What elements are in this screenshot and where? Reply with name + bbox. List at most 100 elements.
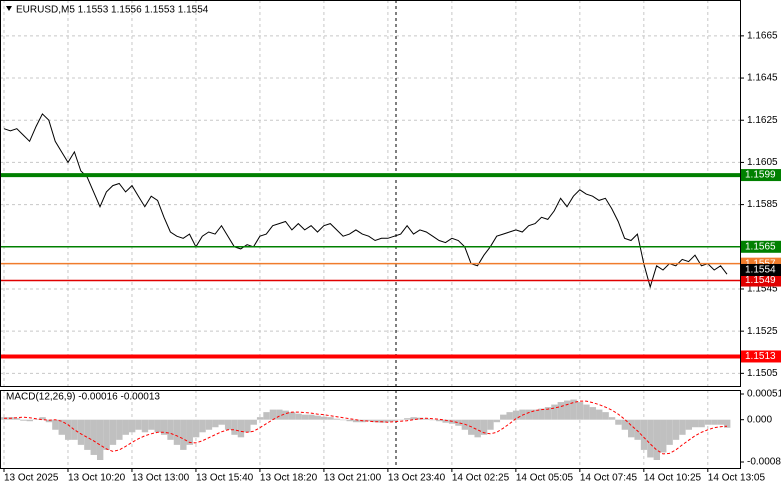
macd-bar [615,419,622,425]
x-tick-label: 14 Oct 02:25 [452,473,510,484]
macd-bar [544,407,552,420]
x-tick-label: 13 Oct 2025 [4,473,59,484]
x-tick-label: 14 Oct 10:25 [644,473,702,484]
macd-bar [660,419,667,453]
macd-bar [160,419,168,435]
macd-bar [653,419,661,460]
level-label-box [741,350,781,363]
macd-bar [212,419,219,428]
macd-bar [13,418,21,420]
macd-bar [378,419,385,423]
macd-bar [525,409,533,420]
price-line [3,113,728,289]
x-tick-label: 13 Oct 21:00 [324,473,382,484]
macd-bar [346,419,353,422]
x-tick-label: 14 Oct 07:45 [580,473,638,484]
macd-bar [231,419,238,435]
grid-layer [0,0,740,468]
macd-bar [340,419,347,421]
level-label: 1.1565 [745,241,776,252]
x-tick-label: 13 Oct 13:00 [132,473,190,484]
current-price-box [741,263,781,276]
macd-bar [84,419,91,450]
macd-bar [391,419,398,422]
macd-bar [711,419,718,425]
macd-bar [71,419,78,440]
macd-bar [410,417,417,420]
macd-bar [327,417,334,420]
macd-bar [404,418,411,420]
macd-bar [352,419,360,423]
macd-bar [596,409,603,420]
macd-bar [45,419,53,423]
macd-bar [135,419,142,430]
macd-bar [269,409,277,420]
macd-bar [276,409,283,420]
macd-bar [148,419,155,430]
macd-bar [333,418,341,420]
macd-bar [589,407,597,420]
macd-bar [128,419,136,433]
macd-bar [116,419,123,440]
macd-bar [500,414,507,420]
level-label: 1.1513 [745,351,776,362]
macd-bar [64,419,72,440]
y-tick-label: 1.1585 [747,199,778,210]
macd-bar [90,419,97,455]
macd-bar [20,419,27,421]
y-tick-label: 0.000 [747,414,772,425]
macd-bar [557,402,565,420]
macd-bar [186,419,193,445]
macd-bar [493,419,501,423]
x-tick-label: 13 Oct 23:40 [388,473,446,484]
macd-bar [608,417,616,420]
macd-bar [173,419,181,445]
current-price-label: 1.1554 [745,265,776,276]
macd-bar [154,419,161,433]
macd-bar [679,419,686,435]
macd-bar [141,419,149,433]
y-tick-label: 0.00051 [747,389,781,400]
macd-bar [109,419,117,445]
macd-bar [442,419,449,423]
macd-bar [576,402,584,420]
macd-bar [602,412,609,420]
macd-bar [570,399,577,420]
macd-bar [288,412,296,420]
y-tick-label: 1.1525 [747,326,778,337]
macd-bar [256,417,264,420]
level-label: 1.1557 [745,258,776,269]
macd-bar [621,419,629,430]
macd-bar [564,400,571,420]
macd-bar [295,413,302,420]
macd-bar [397,419,405,421]
macd-bar [167,419,174,440]
x-tick-label: 14 Oct 13:05 [708,473,766,484]
macd-bar [372,419,379,423]
macd-bar [423,418,430,420]
macd-bar [199,419,206,433]
macd-bar [698,419,705,428]
macd-bar [96,419,104,460]
macd-bar [672,419,680,440]
menu-arrow[interactable] [6,6,12,11]
level-label: 1.1599 [745,170,776,181]
macd-bar [26,419,33,422]
y-tick-label: 1.1545 [747,284,778,295]
chart-title: EURUSD,M5 1.1553 1.1556 1.1553 1.1554 [16,5,209,16]
macd-bar [244,419,251,433]
macd-bar [205,419,213,430]
macd-bar [308,414,315,420]
macd-bar [122,419,129,435]
y-tick-label: 1.1645 [747,73,778,84]
signal-line [4,400,728,455]
macd-bar [692,419,699,428]
macd-bar [263,412,270,420]
y-tick-label: -0.00084 [747,457,781,468]
macd-bar [384,419,392,422]
macd-bar [512,410,520,420]
macd-title: MACD(12,26,9) -0.00016 -0.00013 [6,392,160,403]
macd-bar [551,404,558,420]
macd-bar [455,419,462,426]
macd-bar [282,410,289,420]
